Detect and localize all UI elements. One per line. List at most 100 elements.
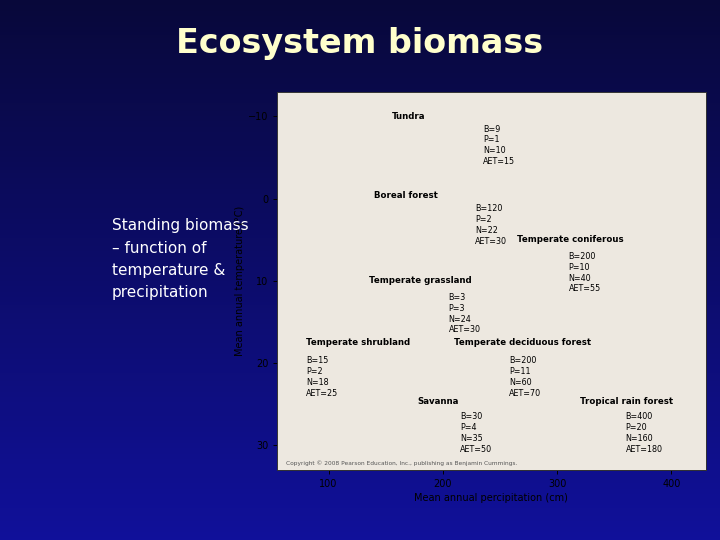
Text: Tundra: Tundra <box>392 112 425 120</box>
Bar <box>0 286 720 289</box>
Bar <box>0 408 720 410</box>
Bar <box>0 373 720 375</box>
Bar <box>0 354 720 356</box>
Bar <box>0 497 720 500</box>
Bar <box>0 27 720 30</box>
Bar <box>0 448 720 451</box>
Bar <box>0 111 720 113</box>
Y-axis label: Mean annual temperature (°C): Mean annual temperature (°C) <box>235 206 245 356</box>
Bar <box>0 238 720 240</box>
Bar <box>0 208 720 211</box>
Bar <box>0 38 720 40</box>
Bar <box>0 205 720 208</box>
Bar <box>0 254 720 256</box>
Bar <box>0 351 720 354</box>
Bar <box>0 459 720 462</box>
Bar <box>0 529 720 532</box>
Bar <box>0 356 720 359</box>
Bar <box>0 405 720 408</box>
Bar <box>0 427 720 429</box>
Bar <box>0 510 720 513</box>
Bar <box>0 211 720 213</box>
Bar <box>0 89 720 92</box>
Bar <box>0 338 720 340</box>
Bar <box>0 78 720 81</box>
Bar <box>0 86 720 89</box>
Text: Standing biomass
– function of
temperature &
precipitation: Standing biomass – function of temperatu… <box>112 218 248 300</box>
Bar <box>0 127 720 130</box>
Bar <box>0 146 720 148</box>
Bar <box>0 302 720 305</box>
Bar <box>0 216 720 219</box>
Bar <box>0 397 720 400</box>
Bar <box>0 202 720 205</box>
Bar <box>0 219 720 221</box>
Bar <box>0 402 720 405</box>
Bar <box>0 332 720 335</box>
Bar <box>0 481 720 483</box>
Bar <box>0 154 720 157</box>
Bar <box>0 186 720 189</box>
Bar <box>0 435 720 437</box>
Text: Temperate coniferous: Temperate coniferous <box>517 235 624 244</box>
Bar <box>0 230 720 232</box>
Bar <box>0 443 720 445</box>
Bar <box>0 32 720 35</box>
Bar <box>0 256 720 259</box>
Bar <box>0 300 720 302</box>
Bar <box>0 275 720 278</box>
Bar <box>0 451 720 454</box>
Bar <box>0 370 720 373</box>
Bar <box>0 400 720 402</box>
Text: Savanna: Savanna <box>418 397 459 406</box>
Bar <box>0 122 720 124</box>
Bar <box>0 227 720 229</box>
Bar <box>0 116 720 119</box>
Bar <box>0 157 720 159</box>
Bar <box>0 308 720 310</box>
Bar <box>0 138 720 140</box>
Bar <box>0 313 720 316</box>
Bar <box>0 14 720 16</box>
Bar <box>0 489 720 491</box>
Bar <box>0 73 720 76</box>
Bar <box>0 84 720 86</box>
Bar <box>0 292 720 294</box>
Bar <box>0 65 720 68</box>
Bar <box>0 54 720 57</box>
Text: B=30
P=4
N=35
AET=50: B=30 P=4 N=35 AET=50 <box>460 412 492 454</box>
Bar <box>0 173 720 176</box>
Bar <box>0 148 720 151</box>
Bar <box>0 62 720 65</box>
Bar <box>0 491 720 494</box>
Bar <box>0 324 720 327</box>
Bar <box>0 316 720 319</box>
Bar <box>0 381 720 383</box>
Bar <box>0 135 720 138</box>
Bar <box>0 105 720 108</box>
Text: Temperate grassland: Temperate grassland <box>369 276 471 285</box>
Bar <box>0 181 720 184</box>
Bar <box>0 500 720 502</box>
Bar <box>0 35 720 38</box>
Bar <box>0 367 720 370</box>
Bar <box>0 513 720 516</box>
Bar <box>0 454 720 456</box>
Bar <box>0 51 720 54</box>
Bar <box>0 213 720 216</box>
Bar <box>0 70 720 73</box>
Text: B=200
P=10
N=40
AET=55: B=200 P=10 N=40 AET=55 <box>569 252 600 293</box>
Bar <box>0 440 720 443</box>
Bar <box>0 265 720 267</box>
Bar <box>0 176 720 178</box>
Bar <box>0 240 720 243</box>
Bar <box>0 486 720 489</box>
Bar <box>0 340 720 343</box>
Bar <box>0 113 720 116</box>
Bar <box>0 537 720 540</box>
Bar <box>0 289 720 292</box>
Bar <box>0 132 720 135</box>
Bar <box>0 508 720 510</box>
Bar <box>0 278 720 281</box>
Bar <box>0 49 720 51</box>
